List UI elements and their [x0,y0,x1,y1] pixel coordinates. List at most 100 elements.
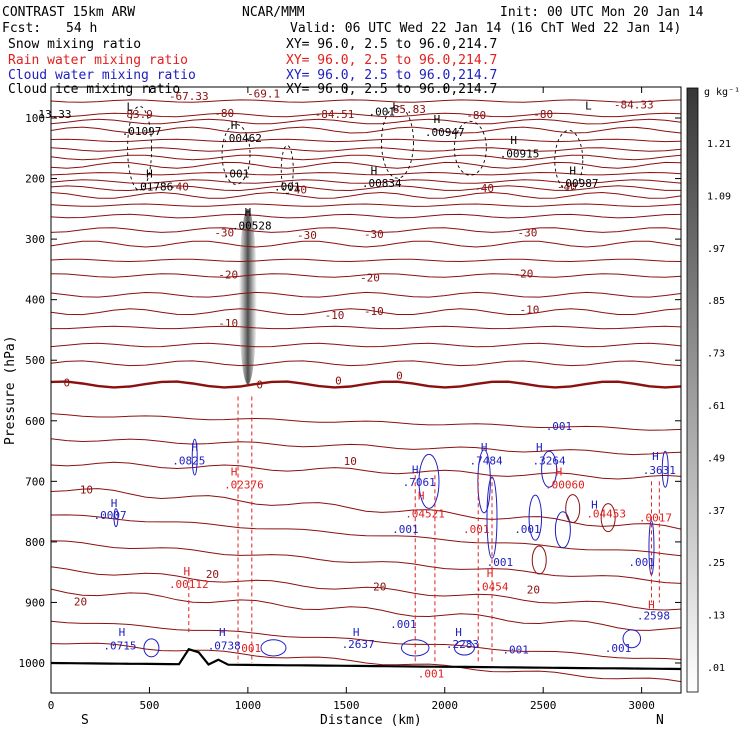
temperature-label: 0 [256,379,263,392]
cloud-water-label: H [591,499,598,512]
y-tick-label: 300 [25,233,45,246]
colorbar: .01 .13 .25 .37 .49 .61 .73 .85 .97 1.09 1.21 g kg⁻… [686,87,740,693]
field-xy-rain: XY= 96.0, 2.5 to 96.0,214.7 [286,53,497,68]
ice-label: H [510,134,517,147]
temperature-contour [50,161,682,169]
cloud-water-label: .001 [502,643,529,656]
temperature-contour [50,642,682,683]
colorbar-swatch [687,492,698,497]
colorbar-swatch [687,519,698,524]
colorbar-swatch [687,100,698,104]
colorbar-swatch [687,396,698,400]
colorbar-swatch [687,516,698,521]
temperature-label: -40 [169,181,189,194]
colorbar-swatch [687,88,698,92]
colorbar-swatch [687,106,698,110]
x-tick-label: 0 [48,699,55,712]
colorbar-swatch [687,592,698,596]
colorbar-swatch [687,220,698,225]
colorbar-swatch [687,643,698,648]
colorbar-swatch [687,133,698,137]
colorbar-swatch [687,589,698,593]
colorbar-swatch [687,181,698,186]
ice-label: .00462 [222,132,262,145]
colorbar-swatch [687,556,698,560]
colorbar-swatch [687,432,698,436]
colorbar-swatch [687,474,698,479]
cloud-water-label: H [481,441,488,454]
ice-label: H [231,119,238,132]
colorbar-swatch [687,281,698,285]
ice-contour [280,145,294,194]
ice-label: .001 [274,181,301,194]
colorbar-swatch [687,202,698,207]
surface-terrain-line [50,647,682,671]
x-tick-label: 500 [140,699,160,712]
cloud-water-label: .001 [628,556,655,569]
colorbar-swatch [687,335,698,340]
colorbar-tick-label: .97 [707,244,725,255]
colorbar-swatch [687,390,698,394]
rain-contour [531,545,547,575]
temperature-contour [50,171,682,176]
x-tick-label: 2000 [432,699,459,712]
colorbar-swatch [687,435,698,439]
temperature-label: -20 [218,268,238,281]
cloud-water-label: .0825 [172,454,205,467]
ice-label: L [126,101,133,114]
colorbar-tick-label: .01 [707,663,725,674]
colorbar-swatch [687,682,698,687]
colorbar-swatch [687,208,698,213]
rain-label: .04521 [405,508,445,521]
ice-label: .00834 [362,177,402,190]
temperature-label: -40 [474,182,494,195]
colorbar-swatch [687,257,698,261]
colorbar-swatch [687,323,698,328]
colorbar-swatch [687,94,698,98]
colorbar-swatch [687,444,698,448]
colorbar-swatch [687,580,698,584]
colorbar-swatch [687,550,698,554]
ice-label: 13.33 [38,108,71,121]
cloud-water-label: .2283 [446,638,479,651]
colorbar-swatch [687,670,698,675]
colorbar-swatch [687,196,698,201]
colorbar-swatch [687,471,698,476]
colorbar-swatch [687,393,698,397]
temperature-label: -84.51 [315,108,355,121]
temperature-label: -80 [466,109,486,122]
ice-label: H [569,164,576,177]
colorbar-swatch [687,547,698,551]
colorbar-swatch [687,658,698,663]
temperature-label: 0 [335,374,342,387]
colorbar-swatch [687,604,698,608]
colorbar-swatch [687,269,698,273]
colorbar-swatch [687,320,698,325]
colorbar-swatch [687,284,698,288]
colorbar-swatch [687,151,698,155]
colorbar-swatch [687,504,698,509]
temperature-label: 20 [527,583,540,596]
colorbar-swatch [687,495,698,500]
colorbar-swatch [687,622,698,627]
y-tick-label: 700 [25,475,45,488]
colorbar-swatch [687,248,698,252]
colorbar-swatch [687,368,698,373]
colorbar-swatch [687,525,698,530]
temperature-contour [50,620,682,660]
rain-label: .0017 [639,511,672,524]
cloud-water-contour [113,508,119,528]
x-tick-label: 1000 [235,699,262,712]
temperature-contour [50,203,682,207]
colorbar-swatch [687,640,698,645]
field-name-snow: Snow mixing ratio [8,37,141,52]
colorbar-swatch [687,217,698,222]
ice-label: L [585,100,592,113]
colorbar-swatch [687,655,698,660]
ice-contour [221,123,251,185]
colorbar-swatch [687,417,698,421]
colorbar-swatch [687,402,698,406]
colorbar-swatch [687,157,698,161]
cloud-water-label: H [191,441,198,454]
y-tick-label: 1000 [19,657,46,670]
